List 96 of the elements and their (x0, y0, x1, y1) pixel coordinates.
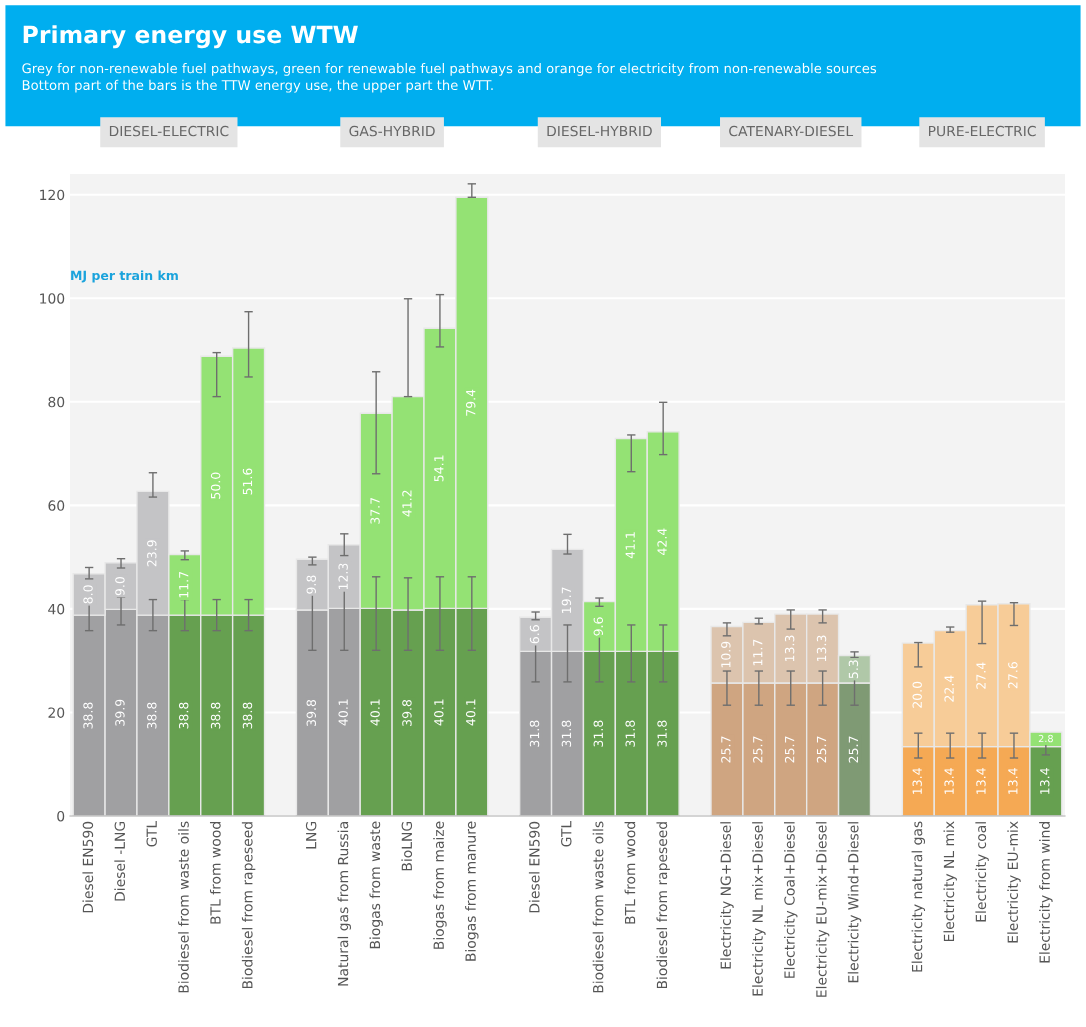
data-label: 2.8 (1038, 734, 1053, 743)
y-tick-label: 0 (57, 810, 65, 822)
data-label: 25.7 (753, 736, 763, 763)
x-tick-label: BioLNG (401, 822, 413, 871)
data-label: 31.8 (529, 720, 540, 747)
data-label: 41.1 (625, 532, 635, 559)
x-tick-label: Biodiesel from rapeseed (656, 822, 670, 989)
data-label: 22.4 (944, 675, 954, 702)
text: DIESEL-HYBRID (547, 125, 652, 137)
data-label: 19.7 (561, 587, 572, 613)
data-label: 38.8 (242, 702, 253, 729)
x-tick-label: Electricity NL mix+Diesel (752, 822, 766, 996)
data-label: 13.4 (1008, 768, 1018, 794)
x-tick-label: Electricity Coal+Diesel (784, 822, 798, 978)
y-tick-label: 80 (48, 396, 65, 408)
text: PURE-ELECTRIC (929, 125, 1036, 137)
data-label: 41.2 (402, 490, 412, 517)
data-label: 37.7 (370, 497, 380, 524)
data-label: 40.1 (434, 699, 444, 726)
data-label: 31.8 (625, 720, 635, 747)
data-label: 11.7 (753, 639, 763, 666)
data-label: 50.0 (210, 472, 221, 499)
data-label: 9.0 (115, 577, 125, 596)
data-label: 51.6 (242, 468, 253, 495)
data-label: 38.8 (83, 702, 93, 729)
data-label: 13.4 (1040, 768, 1050, 794)
data-label: 38.8 (178, 702, 189, 729)
data-label: 31.8 (561, 720, 572, 747)
x-tick-label: Biogas from maize (433, 821, 447, 949)
x-tick-label: Electricity EU-mix (1007, 821, 1021, 943)
data-label: 25.7 (816, 736, 827, 763)
x-tick-label: BTL from wood (624, 822, 636, 924)
data-label: 9.6 (593, 617, 604, 636)
chart-subtitle: Grey for non-renewable fuel pathways, green for renewable fuel pathways and orange for electricity from non-renewable sources Bottom part of the bars is the TTW energy use, the upper part the WTT. (22, 63, 877, 93)
y-axis-title: MJ per train km (71, 270, 178, 283)
x-tick-label: Biodiesel from waste oils (178, 821, 189, 993)
data-label: 9.8 (306, 575, 316, 594)
text: DIESEL-ELECTRIC (109, 125, 229, 137)
x-tick-label: Electricity EU-mix+Diesel (815, 822, 830, 997)
data-label: 42.4 (657, 528, 667, 555)
x-tick-label: BTL from wood (209, 822, 221, 924)
data-label: 39.8 (402, 699, 412, 726)
data-label: 5.3 (848, 660, 859, 679)
x-tick-label: Diesel EN590 (82, 821, 94, 913)
data-label: 25.7 (721, 736, 731, 763)
x-tick-label: Biogas from manure (465, 821, 479, 961)
data-label: 27.4 (976, 662, 986, 689)
data-label: 31.8 (593, 720, 604, 747)
x-tick-label: Electricity coal (975, 822, 989, 922)
x-tick-label: Diesel -LNG (114, 822, 126, 901)
data-label: 13.3 (784, 635, 795, 662)
text: CATENARY-DIESEL (729, 125, 854, 137)
data-label: 10.9 (721, 641, 731, 668)
x-tick-label: GTL (146, 820, 157, 847)
y-tick-label: 40 (48, 603, 65, 615)
data-label: 20.0 (912, 681, 922, 708)
data-label: 13.4 (912, 768, 922, 794)
x-tick-label: Electricity natural gas (911, 821, 926, 972)
x-tick-label: Diesel EN590 (528, 821, 540, 913)
data-label: 54.1 (434, 455, 444, 482)
data-label: 6.6 (529, 625, 540, 644)
text: GAS-HYBRID (349, 125, 435, 137)
data-label: 40.1 (338, 699, 348, 726)
x-tick-label: Electricity from wind (1039, 822, 1053, 963)
data-label: 31.8 (657, 720, 667, 747)
data-label: 23.9 (147, 540, 157, 567)
x-tick-label: Biodiesel from waste oils (592, 821, 604, 993)
data-label: 38.8 (147, 702, 157, 729)
data-label: 40.1 (370, 699, 380, 726)
chart-title: Primary energy use WTW (23, 25, 358, 49)
x-tick-label: Electricity NG+Diesel (720, 822, 734, 969)
data-label: 40.1 (466, 699, 476, 726)
data-label: 39.9 (115, 699, 125, 726)
y-tick-label: 100 (40, 293, 65, 304)
data-label: 13.3 (816, 635, 827, 662)
data-label: 39.8 (306, 699, 316, 726)
y-tick-label: 60 (48, 500, 65, 511)
x-tick-label: Biogas from waste (369, 821, 383, 949)
x-tick-label: LNG (305, 822, 317, 849)
x-tick-label: Electricity NL mix (943, 821, 957, 942)
data-label: 38.8 (210, 702, 221, 729)
y-tick-label: 20 (48, 707, 65, 718)
data-label: 79.4 (466, 389, 476, 416)
data-label: 27.6 (1008, 662, 1018, 689)
data-label: 25.7 (784, 736, 795, 763)
x-tick-label: Electricity Wind+Diesel (847, 822, 862, 983)
x-tick-label: Natural gas from Russia (337, 822, 351, 986)
data-label: 8.0 (83, 585, 93, 604)
data-label: 12.3 (338, 563, 348, 590)
y-tick-label: 120 (40, 189, 65, 201)
x-tick-label: Biodiesel from rapeseed (241, 822, 256, 989)
data-label: 25.7 (848, 736, 859, 763)
data-label: 13.4 (944, 768, 954, 794)
x-tick-label: GTL (561, 820, 572, 847)
data-label: 11.7 (179, 571, 189, 598)
data-label: 13.4 (976, 768, 986, 794)
